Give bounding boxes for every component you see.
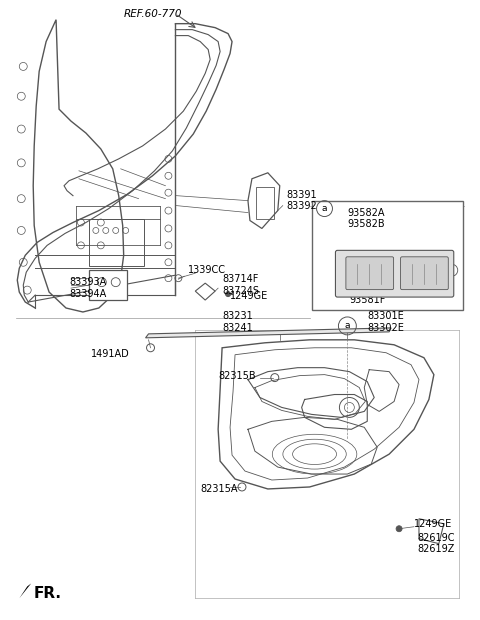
Bar xyxy=(89,218,144,266)
Circle shape xyxy=(396,526,402,532)
Text: REF.60-770: REF.60-770 xyxy=(124,9,182,19)
FancyBboxPatch shape xyxy=(346,257,394,290)
Circle shape xyxy=(226,291,230,296)
Text: 82315B: 82315B xyxy=(218,371,256,381)
Text: 1249GE: 1249GE xyxy=(230,291,268,301)
Bar xyxy=(312,201,463,310)
FancyBboxPatch shape xyxy=(336,250,454,297)
Text: 1249GE: 1249GE xyxy=(414,519,452,529)
Text: 83391
83392: 83391 83392 xyxy=(287,190,317,211)
Text: 1491AD: 1491AD xyxy=(91,348,130,359)
Text: FR.: FR. xyxy=(33,586,61,601)
Text: 83301E
83302E: 83301E 83302E xyxy=(367,311,404,333)
Text: 82619C
82619Z: 82619C 82619Z xyxy=(417,533,455,554)
Text: 82315A: 82315A xyxy=(200,484,238,494)
Text: a: a xyxy=(345,321,350,330)
Text: 1339CC: 1339CC xyxy=(188,265,226,275)
Text: 83231
83241: 83231 83241 xyxy=(222,311,253,333)
Polygon shape xyxy=(19,583,31,598)
Bar xyxy=(256,187,274,218)
Text: 93582A
93582B: 93582A 93582B xyxy=(348,208,385,229)
FancyBboxPatch shape xyxy=(401,257,448,290)
Bar xyxy=(89,270,127,300)
Text: 83714F
83724S: 83714F 83724S xyxy=(222,274,259,296)
Text: a: a xyxy=(322,204,327,213)
Polygon shape xyxy=(145,328,391,338)
Text: 93581F: 93581F xyxy=(349,295,386,305)
Text: 83393A
83394A: 83393A 83394A xyxy=(69,277,106,299)
